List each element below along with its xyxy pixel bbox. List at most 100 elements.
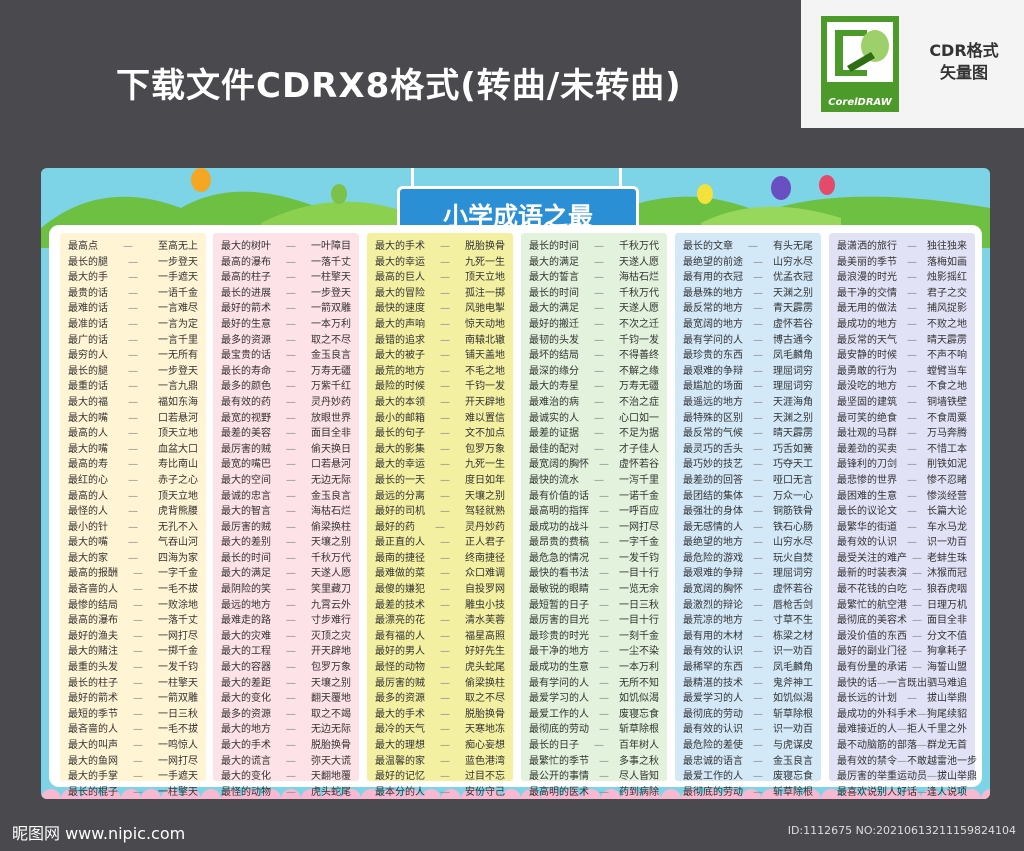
idiom-question: 最大的灾难 xyxy=(221,630,271,642)
idiom-row: 最怪的动物 — 虎头蛇尾 xyxy=(367,660,513,676)
idiom-question: 最大的幸运 xyxy=(375,459,425,471)
idiom-answer: 文不加点 xyxy=(465,428,505,440)
idiom-question: 最彻底的美容术 xyxy=(837,615,907,627)
coreldraw-logo: CorelDRAW xyxy=(821,16,899,112)
idiom-question: 最长的寿命 xyxy=(221,365,271,377)
idiom-answer: 一手遮天 xyxy=(158,272,198,284)
dash-separator: — xyxy=(753,677,763,689)
dash-separator: — xyxy=(133,693,143,705)
idiom-question: 最高的寿 xyxy=(68,459,108,471)
idiom-question: 最尴尬的场面 xyxy=(683,381,743,393)
idiom-question: 最大的工程 xyxy=(221,646,271,658)
idiom-row: 最彻底的劳动 — 斩草除根 xyxy=(521,722,667,738)
idiom-answer: 一叶障目 xyxy=(311,241,351,252)
idiom-row: 最受关注的难产 — 老蚌生珠 xyxy=(829,551,975,567)
idiom-row: 最大的手术 — 脱胎换骨 xyxy=(213,738,359,754)
idiom-row: 最好的药 — 灵丹妙药 xyxy=(367,520,513,536)
dash-separator: — xyxy=(440,506,450,518)
idiom-question: 最大的地方 xyxy=(221,724,271,736)
idiom-answer: 包罗万象 xyxy=(311,662,351,674)
idiom-answer: 不治之症 xyxy=(619,396,659,408)
idiom-question: 最爱工作的人 xyxy=(529,708,589,720)
dash-separator: — xyxy=(753,381,763,393)
dash-separator: — xyxy=(753,490,763,502)
idiom-question: 最大的理想 xyxy=(375,740,425,751)
idiom-row: 最彻底的美容术 — 面目全非 xyxy=(829,613,975,629)
idiom-question: 最大的空间 xyxy=(221,474,271,486)
dash-separator: — xyxy=(440,443,450,455)
idiom-question: 最长的时间 xyxy=(529,287,579,299)
idiom-row: 最大的影集 — 包罗万象 xyxy=(367,442,513,458)
idiom-row: 最勇敢的行为 — 螳臂当车 xyxy=(829,364,975,380)
idiom-row: 最可笑的绝食 — 不食周粟 xyxy=(829,411,975,427)
idiom-answer: 与虎谋皮 xyxy=(773,740,813,751)
dash-separator: — xyxy=(907,506,917,518)
idiom-row: 最温馨的家 — 蓝色港湾 xyxy=(367,754,513,770)
dash-separator: — xyxy=(128,474,138,486)
idiom-row: 最小的邮箱 — 难以置信 xyxy=(367,411,513,427)
idiom-answer: 拔山举鼎 xyxy=(937,771,977,783)
idiom-answer: 海枯石烂 xyxy=(311,506,351,518)
idiom-answer: 斩草除根 xyxy=(619,724,659,736)
idiom-answer: 一毛不拔 xyxy=(158,724,198,736)
dash-separator: — xyxy=(907,381,917,393)
idiom-answer: 九死一生 xyxy=(465,459,505,471)
idiom-question: 最大的变化 xyxy=(221,693,271,705)
idiom-row: 最怪的动物 — 虎头蛇尾 xyxy=(213,785,359,799)
dash-separator: — xyxy=(440,365,450,377)
dash-separator: — xyxy=(753,552,763,564)
idiom-answer: 无所不知 xyxy=(619,677,659,689)
idiom-answer: 一字千金 xyxy=(619,537,659,549)
idiom-answer: 铺天盖地 xyxy=(465,350,505,362)
idiom-answer: 不败之地 xyxy=(927,318,967,330)
footer-site: 昵图网 www.nipic.com xyxy=(12,824,186,843)
idiom-row: 最长的腿 — 一步登天 xyxy=(60,364,206,380)
dash-separator: — xyxy=(133,724,143,736)
idiom-row: 最长的议论文 — 长篇大论 xyxy=(829,504,975,520)
idiom-row: 最锋利的刀剑 — 削铁如泥 xyxy=(829,457,975,473)
idiom-answer: 一鸣惊人 xyxy=(158,740,198,751)
idiom-question: 最怪的动物 xyxy=(375,662,425,674)
idiom-question: 最精湛的技术 xyxy=(683,677,743,689)
idiom-question: 最高的瀑布 xyxy=(221,256,271,268)
idiom-row: 最差的技术 — 雕虫小技 xyxy=(367,598,513,614)
dash-separator: — xyxy=(128,490,138,502)
dash-separator: — xyxy=(594,428,604,440)
idiom-row: 最大的变化 — 天翻地覆 xyxy=(213,769,359,785)
idiom-row: 最好的搬迁 — 不次之迁 xyxy=(521,317,667,333)
idiom-answer: 玩火自焚 xyxy=(773,552,813,564)
idiom-question: 最高的人 xyxy=(68,490,108,502)
idiom-question: 最大的声响 xyxy=(375,318,425,330)
idiom-question: 最悲惨的世界 xyxy=(837,474,897,486)
idiom-row: 最重的头发 — 一发千钧 xyxy=(60,660,206,676)
idiom-question: 最有效的药 xyxy=(221,396,271,408)
dash-separator: — xyxy=(133,771,143,783)
dash-separator: — xyxy=(440,693,450,705)
idiom-question: 最荒凉的地方 xyxy=(683,615,743,627)
dash-separator: — xyxy=(440,350,450,362)
idiom-answer: 车水马龙 xyxy=(927,521,967,533)
idiom-answer: 捕风捉影 xyxy=(927,303,967,315)
dash-separator: — xyxy=(907,318,917,330)
idiom-answer: 铁石心肠 xyxy=(773,521,813,533)
idiom-answer: 天壤之别 xyxy=(311,537,351,549)
idiom-row: 最长的寿命 — 万寿无疆 xyxy=(213,364,359,380)
idiom-row: 最无感情的人 — 铁石心肠 xyxy=(675,520,821,536)
idiom-answer: 一日三秋 xyxy=(158,708,198,720)
idiom-row: 最荒的地方 — 不毛之地 xyxy=(367,364,513,380)
idiom-row: 最差的美容 — 面目全非 xyxy=(213,426,359,442)
dash-separator: — xyxy=(128,459,138,471)
dash-separator: — xyxy=(128,443,138,455)
idiom-row: 最长的腿 — 一步登天 xyxy=(60,255,206,271)
dash-separator: — xyxy=(594,350,604,362)
idiom-answer: 狗尾续貂 xyxy=(927,708,967,720)
dash-separator: — xyxy=(912,599,922,611)
idiom-question: 最没价值的东西 xyxy=(837,630,907,642)
idiom-answer: 唇枪舌剑 xyxy=(773,599,813,611)
idiom-row: 最不花钱的白吃 — 狼吞虎咽 xyxy=(829,582,975,598)
idiom-row: 最大的寿星 — 万寿无疆 xyxy=(521,379,667,395)
idiom-answer: 血盆大口 xyxy=(158,443,198,455)
dash-separator: — xyxy=(440,287,450,299)
idiom-answer: 至高无上 xyxy=(158,241,198,252)
dash-separator: — xyxy=(912,662,922,674)
